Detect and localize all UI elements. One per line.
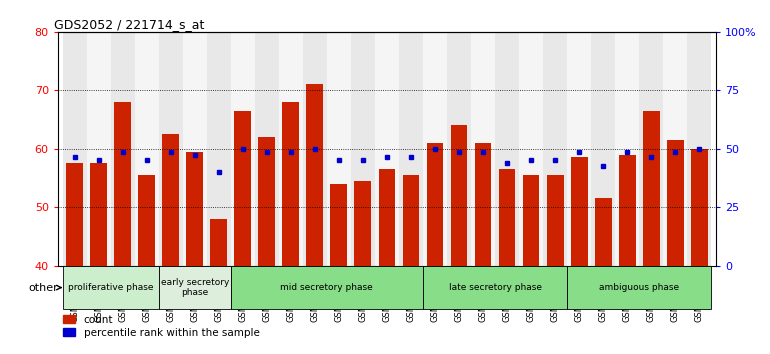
Bar (234, 111, 251, 266)
Bar (162, 134, 179, 266)
Bar (663, 32, 688, 266)
Text: late secretory phase: late secretory phase (449, 283, 541, 292)
Bar (330, 184, 347, 266)
Bar (111, 32, 135, 266)
Bar (182, 32, 206, 266)
Bar (691, 149, 708, 266)
FancyBboxPatch shape (159, 266, 231, 309)
Bar (403, 175, 420, 266)
Bar (523, 175, 540, 266)
Bar (259, 137, 275, 266)
Bar (447, 32, 471, 266)
Bar (135, 32, 159, 266)
Bar (306, 84, 323, 266)
Bar (591, 32, 615, 266)
Bar (255, 32, 279, 266)
Legend: count, percentile rank within the sample: count, percentile rank within the sample (63, 315, 259, 338)
Bar (210, 219, 227, 266)
Text: early secretory
phase: early secretory phase (160, 278, 229, 297)
Bar (283, 102, 300, 266)
Bar (499, 169, 515, 266)
Bar (90, 163, 107, 266)
Bar (354, 181, 371, 266)
Bar (450, 125, 467, 266)
Bar (139, 175, 155, 266)
Bar (86, 32, 111, 266)
Bar (114, 102, 131, 266)
Bar (619, 154, 635, 266)
Bar (279, 32, 303, 266)
Bar (423, 32, 447, 266)
Bar (303, 32, 326, 266)
Bar (667, 140, 684, 266)
Bar (399, 32, 423, 266)
FancyBboxPatch shape (231, 266, 423, 309)
FancyBboxPatch shape (423, 266, 567, 309)
Bar (547, 175, 564, 266)
Bar (471, 32, 495, 266)
Bar (206, 32, 231, 266)
Text: other: other (28, 282, 62, 292)
Bar (62, 32, 86, 266)
Bar (159, 32, 182, 266)
Text: ambiguous phase: ambiguous phase (599, 283, 679, 292)
Bar (543, 32, 567, 266)
Bar (639, 32, 663, 266)
Bar (615, 32, 639, 266)
Bar (326, 32, 351, 266)
Text: proliferative phase: proliferative phase (68, 283, 153, 292)
Bar (519, 32, 543, 266)
FancyBboxPatch shape (62, 266, 159, 309)
Bar (495, 32, 519, 266)
Bar (571, 158, 588, 266)
Text: mid secretory phase: mid secretory phase (280, 283, 373, 292)
Bar (351, 32, 375, 266)
Bar (688, 32, 711, 266)
Bar (567, 32, 591, 266)
Bar (379, 169, 395, 266)
Bar (186, 152, 203, 266)
Bar (643, 111, 660, 266)
Bar (231, 32, 255, 266)
Text: GDS2052 / 221714_s_at: GDS2052 / 221714_s_at (55, 18, 205, 31)
FancyBboxPatch shape (567, 266, 711, 309)
Bar (474, 143, 491, 266)
Bar (427, 143, 444, 266)
Bar (594, 198, 611, 266)
Bar (375, 32, 399, 266)
Bar (66, 163, 83, 266)
